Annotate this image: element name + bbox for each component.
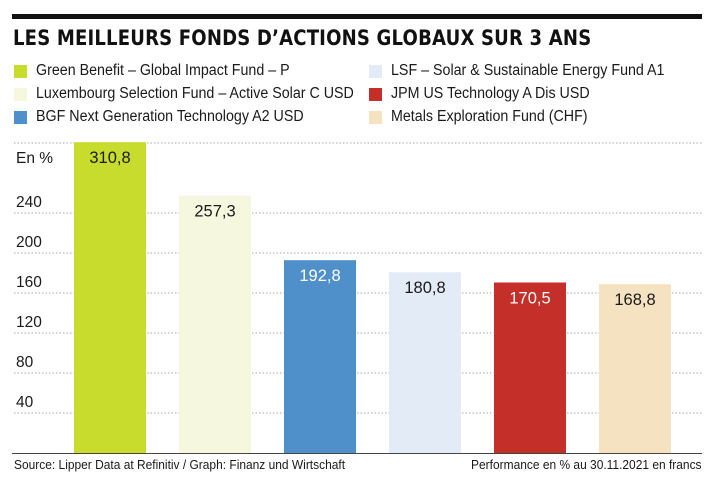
bar xyxy=(284,260,356,453)
title-rule xyxy=(12,14,702,19)
bar xyxy=(599,284,671,453)
bar xyxy=(74,142,146,453)
legend-item: JPM US Technology A Dis USD xyxy=(369,85,607,103)
legend-swatch xyxy=(369,87,382,101)
legend-swatch xyxy=(369,110,382,124)
y-tick-label: 200 xyxy=(16,234,42,251)
bar-value-label: 180,8 xyxy=(404,279,445,297)
legend-swatch xyxy=(14,87,27,101)
bar-value-label: 310,8 xyxy=(89,149,130,167)
bar-value-label: 170,5 xyxy=(509,290,550,308)
bar-value-label: 257,3 xyxy=(194,203,235,221)
legend-label: Luxembourg Selection Fund – Active Solar… xyxy=(36,85,354,102)
y-tick-label: 240 xyxy=(16,194,42,211)
legend-item: Luxembourg Selection Fund – Active Solar… xyxy=(14,85,381,103)
legend-swatch xyxy=(14,110,27,124)
legend-label: JPM US Technology A Dis USD xyxy=(391,85,590,102)
bar xyxy=(389,272,461,453)
performance-note: Performance en % au 30.11.2021 en francs xyxy=(471,457,702,472)
legend: Green Benefit – Global Impact Fund – P LS… xyxy=(14,62,704,132)
legend-swatch xyxy=(369,64,382,78)
legend-item: Green Benefit – Global Impact Fund – P xyxy=(14,62,312,80)
legend-label: LSF – Solar & Sustainable Energy Fund A1 xyxy=(391,62,665,79)
bar xyxy=(179,195,251,453)
y-tick-label: 120 xyxy=(16,314,42,331)
legend-swatch xyxy=(14,64,27,78)
legend-label: Metals Exploration Fund (CHF) xyxy=(391,108,588,125)
legend-item: LSF – Solar & Sustainable Energy Fund A1 xyxy=(369,62,688,80)
legend-label: Green Benefit – Global Impact Fund – P xyxy=(36,62,290,79)
legend-item: BGF Next Generation Technology A2 USD xyxy=(14,108,327,126)
bar xyxy=(494,282,566,453)
bar-value-label: 168,8 xyxy=(614,291,655,309)
legend-item: Metals Exploration Fund (CHF) xyxy=(369,108,605,126)
chart-title: LES MEILLEURS FONDS D’ACTIONS GLOBAUX SU… xyxy=(13,26,592,50)
y-tick-label: 80 xyxy=(16,354,34,371)
y-axis-label: En % xyxy=(16,150,53,167)
y-tick-label: 40 xyxy=(16,394,34,411)
bar-value-label: 192,8 xyxy=(299,267,340,285)
legend-label: BGF Next Generation Technology A2 USD xyxy=(36,108,304,125)
y-tick-label: 160 xyxy=(16,274,42,291)
source-note: Source: Lipper Data at Refinitiv / Graph… xyxy=(14,457,346,472)
footer-rule xyxy=(12,453,702,454)
